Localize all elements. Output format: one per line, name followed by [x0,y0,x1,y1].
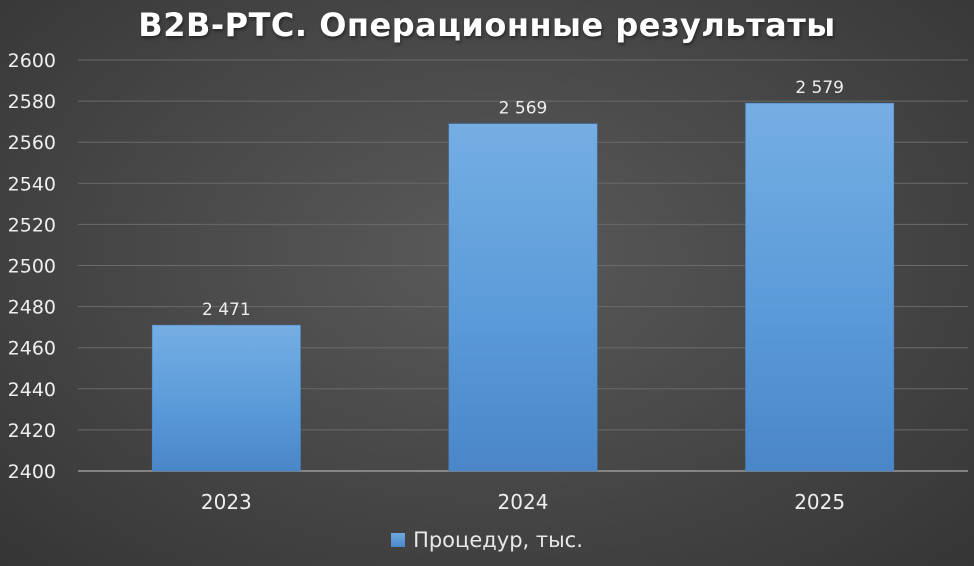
y-tick-label: 2420 [8,420,56,442]
y-axis: 2400 2420 2440 2460 2480 2500 2520 2540 2560 2580… [8,50,968,483]
bar-2024 [448,123,598,472]
data-labels: 2 471 2 569 2 579 [202,78,844,320]
y-tick-label: 2460 [8,338,56,360]
legend-swatch [391,533,406,547]
data-label-2024: 2 569 [499,99,548,119]
bar-2023 [151,324,301,472]
x-tick-label-2023: 2023 [201,490,252,514]
x-tick-label-2025: 2025 [794,490,845,514]
chart-title: B2B-РТС. Операционные результаты [138,6,836,44]
data-label-2025: 2 579 [795,78,844,98]
data-label-2023: 2 471 [202,300,251,320]
y-tick-label: 2400 [8,461,56,483]
y-tick-label: 2540 [8,173,56,195]
y-tick-label: 2560 [8,132,56,154]
bars [151,102,895,472]
bar-2025 [745,102,895,472]
legend-label: Процедур, тыс. [413,528,583,552]
x-tick-label-2024: 2024 [498,490,549,514]
legend: Процедур, тыс. [0,528,974,552]
y-tick-label: 2520 [8,214,56,236]
y-tick-label: 2580 [8,91,56,113]
y-tick-label: 2500 [8,256,56,278]
y-tick-label: 2600 [8,50,56,72]
y-tick-label: 2480 [8,297,56,319]
y-tick-label: 2440 [8,379,56,401]
x-axis: 2023 2024 2025 [201,490,845,514]
